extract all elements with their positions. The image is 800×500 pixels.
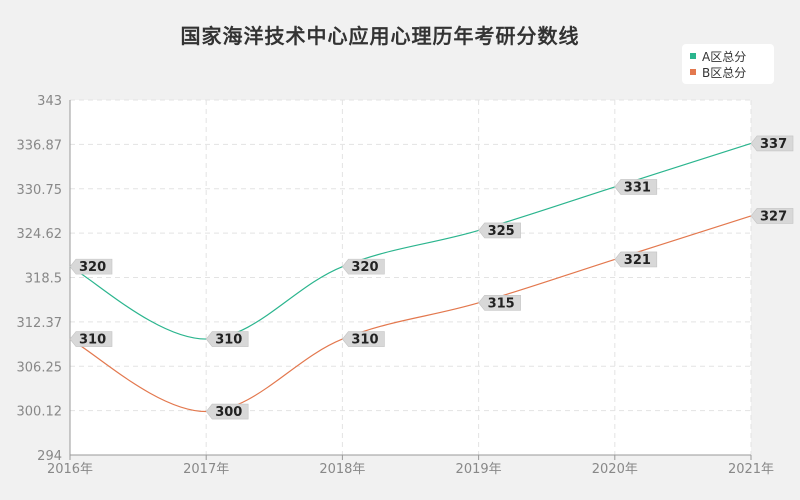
data-label-b: 310 <box>69 331 113 348</box>
y-tick-label: 312.37 <box>17 316 63 331</box>
x-tick-label: 2016年 <box>47 462 93 477</box>
data-label-a: 320 <box>69 258 113 275</box>
data-label-b: 300 <box>205 403 249 420</box>
svg-text:331: 331 <box>624 180 651 195</box>
data-label-b: 315 <box>478 295 521 311</box>
svg-text:320: 320 <box>351 260 378 275</box>
svg-text:337: 337 <box>760 137 787 152</box>
y-tick-label: 343 <box>37 94 62 109</box>
legend-swatch-a <box>690 53 696 59</box>
svg-text:327: 327 <box>760 209 787 224</box>
data-label-a: 320 <box>342 258 385 275</box>
svg-text:325: 325 <box>488 224 515 239</box>
data-label-b: 310 <box>342 331 385 348</box>
y-tick-label: 324.62 <box>17 227 63 242</box>
legend: A区总分 B区总分 <box>682 44 774 84</box>
data-label-a: 331 <box>614 179 658 195</box>
y-tick-label: 306.25 <box>17 360 63 375</box>
chart-title: 国家海洋技术中心应用心理历年考研分数线 <box>180 24 580 48</box>
x-tick-label: 2018年 <box>319 462 365 477</box>
svg-text:300: 300 <box>215 405 242 420</box>
y-tick-label: 336.87 <box>17 138 63 153</box>
svg-text:320: 320 <box>79 260 106 275</box>
x-tick-label: 2017年 <box>183 462 229 477</box>
x-tick-label: 2021年 <box>728 462 774 477</box>
svg-text:315: 315 <box>488 296 515 311</box>
y-tick-label: 300.12 <box>17 405 63 420</box>
legend-item-a[interactable]: A区总分 <box>690 48 774 64</box>
y-tick-label: 318.5 <box>25 272 62 287</box>
legend-swatch-b <box>690 69 696 75</box>
data-label-a: 325 <box>478 222 521 239</box>
x-tick-label: 2020年 <box>592 462 638 477</box>
svg-text:310: 310 <box>79 333 106 348</box>
data-label-b: 327 <box>750 208 794 224</box>
y-tick-label: 330.75 <box>17 183 63 198</box>
y-tick-label: 294 <box>37 449 62 464</box>
data-label-a: 337 <box>750 135 794 152</box>
legend-label-a: A区总分 <box>702 49 747 64</box>
legend-item-b[interactable]: B区总分 <box>690 64 774 80</box>
svg-text:310: 310 <box>215 333 242 348</box>
legend-label-b: B区总分 <box>702 65 747 80</box>
svg-text:321: 321 <box>624 253 651 268</box>
data-label-a: 310 <box>205 331 249 348</box>
svg-text:310: 310 <box>351 333 378 348</box>
data-label-b: 321 <box>614 251 658 268</box>
x-tick-label: 2019年 <box>456 462 502 477</box>
